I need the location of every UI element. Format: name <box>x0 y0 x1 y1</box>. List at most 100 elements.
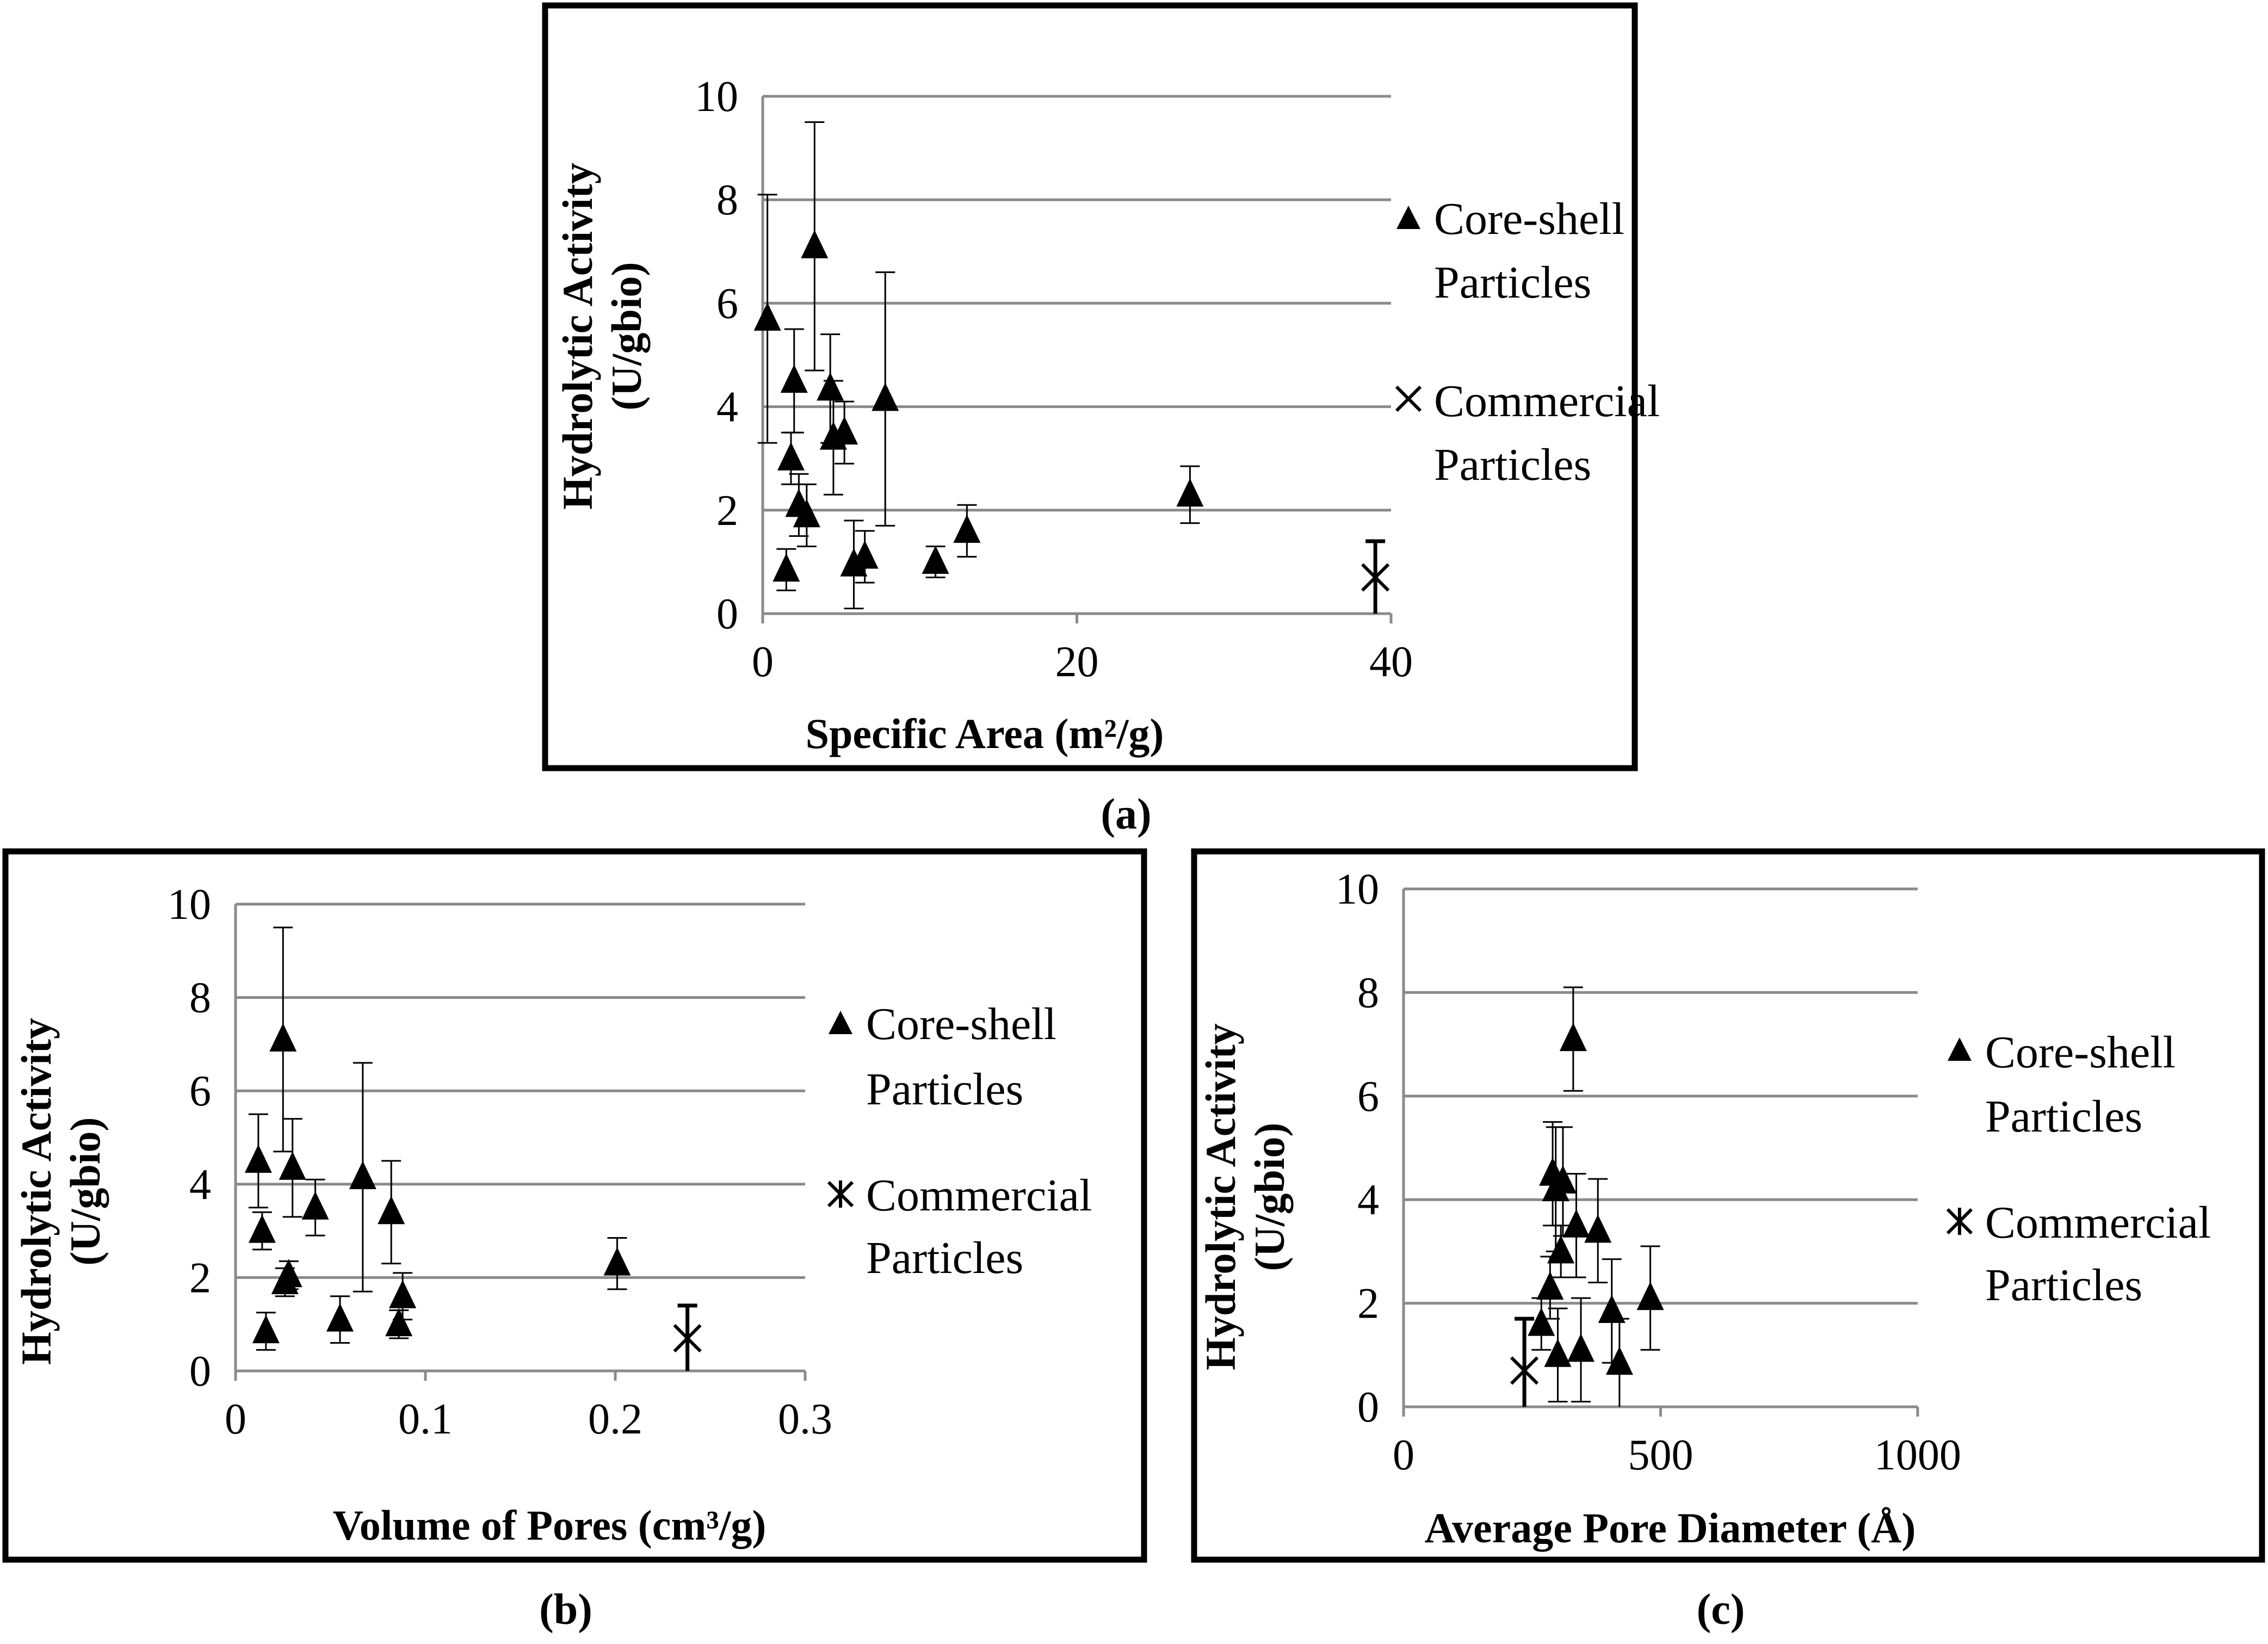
x-tick-label: 0 <box>1393 1431 1414 1479</box>
legend-triangle-marker <box>1396 206 1420 229</box>
legend-core-shell-line2: Particles <box>1985 1091 2142 1142</box>
core-shell-point <box>378 1160 405 1265</box>
triangle-marker <box>244 1144 272 1173</box>
y-tick-labels: 0 2 4 6 8 10 <box>695 73 738 638</box>
commercial-point <box>673 1303 702 1371</box>
triangle-marker <box>1528 1307 1555 1336</box>
core-shell-point <box>922 545 949 578</box>
y-axis-label-line2: (U/gbio) <box>1246 1123 1293 1271</box>
triangle-marker <box>269 1023 297 1052</box>
x-tick-label: 0.2 <box>588 1395 642 1443</box>
x-axis-label: Volume of Pores (cm³/g) <box>333 1501 767 1549</box>
triangle-marker <box>780 364 808 393</box>
legend-asterisk-marker <box>827 1181 854 1208</box>
triangle-marker <box>1636 1282 1664 1311</box>
core-shell-point <box>389 1272 417 1321</box>
triangle-marker <box>777 442 805 471</box>
triangle-marker <box>872 382 899 411</box>
y-tick-labels: 0 2 4 6 8 10 <box>168 881 211 1395</box>
triangle-marker <box>922 545 949 574</box>
legend-commercial-line2: Particles <box>866 1233 1023 1283</box>
core-shell-point <box>349 1062 376 1293</box>
x-tick-label: 20 <box>1055 638 1099 686</box>
triangle-marker <box>1536 1271 1564 1300</box>
triangle-marker <box>252 1315 280 1344</box>
y-tick-label: 10 <box>1336 866 1379 913</box>
triangle-marker <box>831 416 858 445</box>
legend-asterisk-marker <box>1946 1208 1973 1235</box>
gridlines <box>1404 887 1918 1305</box>
x-tick-labels: 0 500 1000 <box>1393 1431 1961 1479</box>
y-tick-labels: 0 2 4 6 8 10 <box>1336 866 1379 1431</box>
triangle-marker <box>378 1196 405 1225</box>
triangle-marker <box>1598 1294 1626 1323</box>
x-tick-label: 0.3 <box>778 1395 832 1443</box>
core-shell-point <box>1549 1126 1577 1237</box>
y-tick-label: 2 <box>1357 1280 1379 1328</box>
triangle-marker <box>953 514 981 543</box>
data-marks <box>1510 986 1664 1407</box>
commercial-point <box>1510 1317 1539 1407</box>
core-shell-point <box>953 504 981 558</box>
triangle-marker <box>817 372 844 401</box>
legend-triangle-marker <box>1948 1037 1972 1061</box>
core-shell-point <box>1176 465 1204 524</box>
y-tick-label: 10 <box>168 881 211 929</box>
core-shell-point <box>603 1237 631 1290</box>
x-tick-label: 500 <box>1628 1431 1694 1479</box>
core-shell-point <box>1544 1307 1572 1402</box>
y-tick-label: 0 <box>189 1348 211 1395</box>
triangle-marker <box>389 1280 417 1308</box>
triangle-marker <box>1567 1333 1595 1362</box>
core-shell-point <box>872 271 899 527</box>
core-shell-point <box>326 1295 354 1344</box>
y-tick-label: 0 <box>1357 1383 1379 1431</box>
x-tick-labels: 0 0.1 0.2 0.3 <box>225 1395 832 1443</box>
y-tick-label: 8 <box>1357 969 1379 1017</box>
triangle-marker <box>851 540 879 569</box>
triangle-marker <box>275 1259 302 1288</box>
core-shell-point <box>851 530 879 584</box>
triangle-marker <box>279 1151 306 1180</box>
core-shell-point <box>279 1118 306 1218</box>
axes <box>1402 889 1919 1417</box>
core-shell-point <box>244 1113 272 1209</box>
axes <box>761 96 1393 623</box>
legend-core-shell-line1: Core-shell <box>1985 1027 2176 1078</box>
triangle-marker <box>1547 1235 1575 1264</box>
y-tick-label: 10 <box>695 73 738 121</box>
legend-commercial-line1: Commercial <box>866 1170 1092 1221</box>
y-tick-label: 2 <box>716 487 738 535</box>
y-tick-label: 4 <box>716 384 738 431</box>
core-shell-point <box>1636 1245 1664 1351</box>
y-tick-label: 8 <box>716 176 738 224</box>
data-marks <box>753 121 1390 614</box>
x-tick-label: 0 <box>752 638 774 686</box>
core-shell-point <box>385 1308 413 1339</box>
x-tick-label: 1000 <box>1874 1431 1961 1479</box>
legend: Core-shell Particles Commercial Particle… <box>827 999 1092 1283</box>
core-shell-point <box>753 194 781 444</box>
legend-triangle-marker <box>829 1011 852 1034</box>
panel-a-caption: (a) <box>1101 790 1151 838</box>
triangle-marker <box>1549 1165 1577 1194</box>
core-shell-point <box>269 926 297 1153</box>
core-shell-point <box>773 548 800 591</box>
legend-core-shell-line2: Particles <box>1434 257 1591 308</box>
triangle-marker <box>793 499 820 528</box>
core-shell-point <box>1559 986 1587 1092</box>
triangle-marker <box>801 230 829 258</box>
legend-commercial-line2: Particles <box>1434 440 1591 490</box>
core-shell-point <box>1584 1178 1612 1284</box>
panel-c-frame <box>1191 848 2265 1563</box>
y-tick-label: 6 <box>716 280 738 327</box>
x-tick-label: 0.1 <box>398 1395 453 1443</box>
y-axis-label-line2: (U/gbio) <box>61 1117 109 1266</box>
y-axis-label-line1: Hydrolytic Activity <box>554 163 601 510</box>
panel-c-caption: (c) <box>1697 1586 1745 1634</box>
y-tick-label: 6 <box>1357 1073 1379 1121</box>
y-tick-label: 0 <box>716 590 738 638</box>
y-tick-label: 4 <box>1357 1176 1379 1224</box>
core-shell-point <box>301 1178 329 1237</box>
